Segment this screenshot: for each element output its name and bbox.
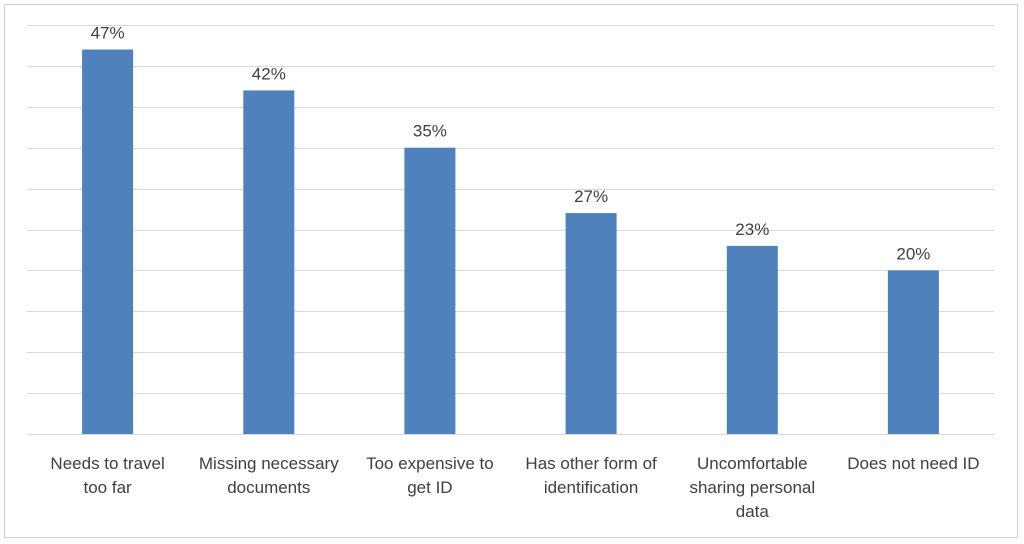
category-label-line: data <box>736 502 770 521</box>
bar <box>565 213 617 434</box>
category-label: Needs to travel too far <box>50 454 164 497</box>
data-label: 42% <box>252 64 286 83</box>
category-label-line: identification <box>544 478 639 497</box>
category-label-line: too far <box>83 478 132 497</box>
category-label: Too expensive to get ID <box>366 454 494 497</box>
category-label-line: documents <box>227 478 310 497</box>
category-label: Has other form of identification <box>525 454 657 497</box>
bar <box>404 147 456 434</box>
category-label-line: Has other form of <box>525 454 657 473</box>
category-label: Does not need ID <box>847 454 979 473</box>
category-label: Missing necessary documents <box>199 454 339 497</box>
category-label-line: Needs to travel <box>50 454 164 473</box>
data-label: 27% <box>574 187 608 206</box>
data-label: 20% <box>896 244 930 263</box>
category-label-line: sharing personal <box>689 478 815 497</box>
bar <box>887 270 939 434</box>
category-label-line: Uncomfortable <box>697 454 808 473</box>
data-label: 47% <box>91 24 125 43</box>
category-label-line: get ID <box>407 478 452 497</box>
data-label: 35% <box>413 122 447 141</box>
bar <box>726 245 778 434</box>
bar <box>243 90 295 435</box>
bar <box>82 49 134 434</box>
data-label: 23% <box>735 220 769 239</box>
category-label-line: Does not need ID <box>847 454 979 473</box>
category-label: Uncomfortable sharing personal data <box>689 454 815 521</box>
category-label-line: Missing necessary <box>199 454 339 473</box>
category-label-line: Too expensive to <box>366 454 494 473</box>
